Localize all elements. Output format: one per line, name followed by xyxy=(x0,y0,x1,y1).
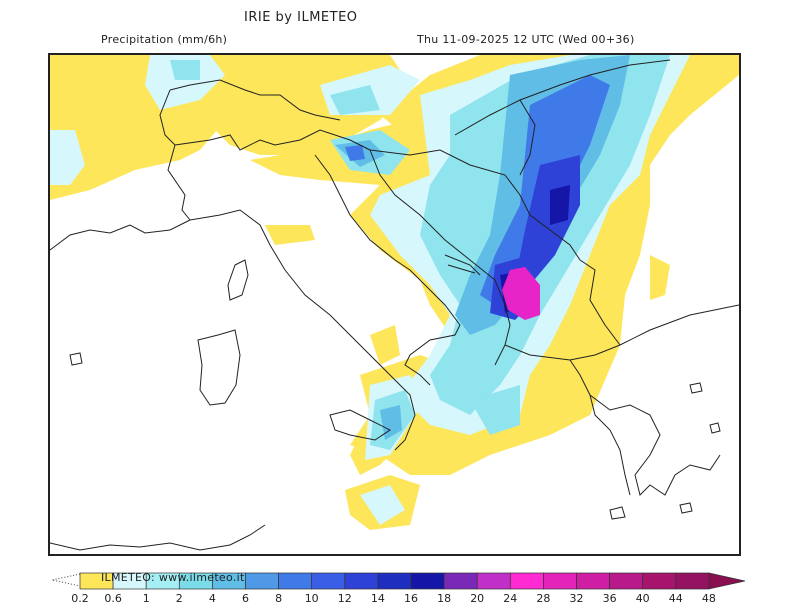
precip-field-magenta xyxy=(502,267,540,320)
variable-label: Precipitation (mm/6h) xyxy=(101,33,228,46)
colorbar-segment xyxy=(377,572,412,590)
colorbar-segment xyxy=(443,572,478,590)
chart-title: IRIE by ILMETEO xyxy=(244,10,358,25)
colorbar-tick-label: 20 xyxy=(470,592,485,605)
colorbar-tick-label: 28 xyxy=(536,592,551,605)
colorbar-segment xyxy=(476,572,511,590)
colorbar-segment xyxy=(576,572,610,590)
colorbar-tick-label: 12 xyxy=(337,592,352,605)
colorbar-segment xyxy=(543,572,577,590)
colorbar-legend: ILMETEO: www.ilmeteo.it 0.2 0.6 1 2 4 6 8 10 12 1… xyxy=(40,570,760,610)
colorbar-segment xyxy=(245,572,279,590)
colorbar-segment xyxy=(410,572,445,590)
colorbar-tick-label: 8 xyxy=(275,592,283,605)
colorbar-tick-label: 6 xyxy=(242,592,249,605)
under-range-arrow xyxy=(51,573,81,587)
colorbar-tick-label: 24 xyxy=(503,592,518,605)
colorbar-segment xyxy=(675,572,710,590)
coastlines xyxy=(50,59,739,551)
colorbar-tick-label: 1 xyxy=(142,592,150,605)
colorbar-segments xyxy=(79,572,710,590)
colorbar-tick-label: 40 xyxy=(635,592,650,605)
over-range-arrow xyxy=(708,572,745,590)
colorbar-tick-label: 48 xyxy=(701,592,716,605)
colorbar-tick-label: 36 xyxy=(602,592,617,605)
colorbar-tick-label: 4 xyxy=(208,592,216,605)
colorbar-tick-label: 0.6 xyxy=(104,592,122,605)
colorbar-tick-label: 16 xyxy=(404,592,418,605)
map-canvas xyxy=(50,55,739,551)
colorbar-segment xyxy=(609,572,644,590)
colorbar-tick-label: 32 xyxy=(569,592,584,605)
colorbar-segment xyxy=(278,572,313,590)
colorbar-tick-label: 10 xyxy=(304,592,319,605)
watermark-label: ILMETEO: www.ilmeteo.it xyxy=(101,571,245,584)
colorbar-tick-label: 14 xyxy=(370,592,385,605)
colorbar-tick-label: 0.2 xyxy=(71,592,89,605)
valid-time-label: Thu 11-09-2025 12 UTC (Wed 00+36) xyxy=(417,33,635,46)
colorbar-tick-label: 44 xyxy=(668,592,683,605)
colorbar-segment xyxy=(642,572,677,590)
colorbar-segment xyxy=(311,572,346,590)
colorbar-tick-label: 2 xyxy=(175,592,183,605)
colorbar-tick-label: 18 xyxy=(437,592,452,605)
colorbar-swatches xyxy=(51,572,745,590)
colorbar-segment xyxy=(344,572,379,590)
colorbar-segment xyxy=(509,572,544,590)
precipitation-map xyxy=(48,53,741,556)
